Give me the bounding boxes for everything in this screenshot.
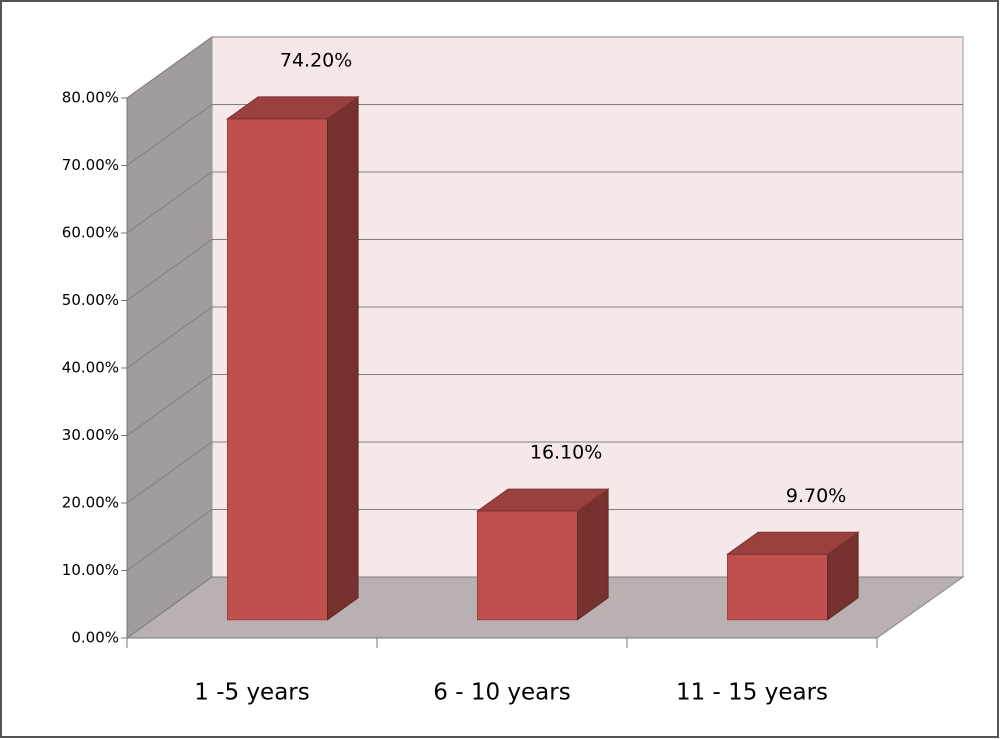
- x-tick-label: 11 - 15 years: [676, 680, 828, 706]
- x-tick-label: 6 - 10 years: [433, 680, 570, 706]
- grid-line: [126, 509, 963, 571]
- y-tick-label: 30.00%: [62, 426, 119, 444]
- bar-side: [577, 488, 609, 621]
- y-tick-label: 20.00%: [62, 494, 119, 512]
- y-tick-label: 80.00%: [62, 89, 119, 107]
- y-tick-label: 50.00%: [62, 291, 119, 309]
- grid-line: [126, 171, 963, 234]
- bar: [225, 95, 360, 621]
- grid-line: [126, 576, 963, 639]
- grid-line: [126, 441, 963, 504]
- y-tick-label: 60.00%: [62, 224, 119, 242]
- grid-line: [126, 36, 963, 99]
- grid-line: [126, 239, 963, 301]
- bar-top: [725, 531, 860, 555]
- bar: [475, 488, 610, 621]
- bar: [725, 531, 860, 621]
- bar-top: [475, 488, 610, 512]
- y-tick-label: 0.00%: [71, 629, 119, 647]
- x-tick-label: 1 -5 years: [194, 680, 309, 706]
- value-label: 16.10%: [530, 442, 602, 464]
- grid-line: [126, 104, 963, 166]
- y-tick-label: 10.00%: [62, 561, 119, 579]
- y-tick-label: 70.00%: [62, 156, 119, 174]
- grid-line: [126, 306, 963, 369]
- value-label: 74.20%: [280, 49, 352, 71]
- bar-side: [327, 95, 359, 621]
- y-tick-label: 40.00%: [62, 359, 119, 377]
- value-label: 9.70%: [786, 485, 846, 507]
- bar-front: [477, 510, 578, 621]
- bar-front: [727, 553, 828, 621]
- bar-front: [227, 118, 328, 621]
- grid-line: [126, 374, 963, 436]
- bar-top: [225, 96, 360, 120]
